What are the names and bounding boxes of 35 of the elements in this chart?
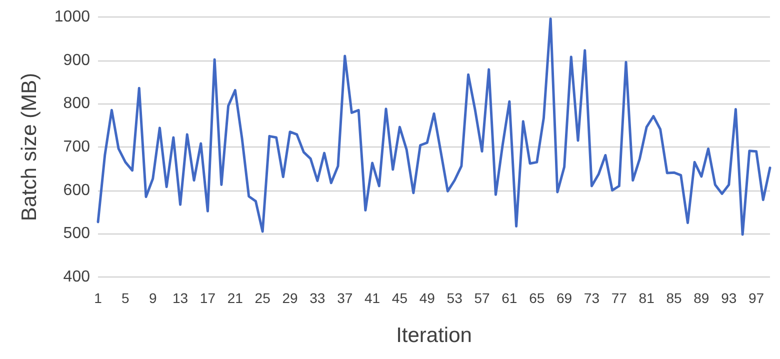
x-tick-label: 69 [556, 290, 572, 306]
x-tick-label: 29 [282, 290, 298, 306]
x-tick-label: 13 [172, 290, 188, 306]
x-tick-label: 37 [337, 290, 353, 306]
x-tick-label: 65 [529, 290, 545, 306]
x-tick-label: 93 [721, 290, 737, 306]
y-tick-label: 1000 [54, 8, 90, 26]
x-axis-title: Iteration [396, 324, 472, 347]
x-tick-label: 17 [200, 290, 216, 306]
line-series [96, 17, 772, 236]
x-tick-label: 21 [227, 290, 244, 306]
x-tick-label: 25 [254, 290, 271, 306]
y-tick-label: 700 [63, 138, 90, 156]
x-tick-label: 89 [694, 290, 710, 306]
x-tick-label: 85 [666, 290, 682, 306]
x-tick-label: 1 [94, 290, 102, 306]
x-tick-label: 41 [364, 290, 380, 306]
x-tick-label: 57 [474, 290, 490, 306]
x-tick-label: 81 [638, 290, 655, 306]
x-tick-label: 45 [392, 290, 408, 306]
y-tick-label: 500 [63, 225, 90, 242]
x-tick-label: 33 [310, 290, 326, 306]
y-tick-label: 400 [63, 268, 90, 286]
x-tick-label: 77 [611, 290, 628, 306]
x-tick-label: 53 [446, 290, 463, 306]
x-tick-label: 61 [502, 290, 518, 306]
y-tick-label: 600 [63, 182, 90, 199]
x-tick-label: 73 [584, 290, 600, 306]
y-tick-label: 900 [63, 52, 90, 69]
x-tick-label: 5 [122, 290, 130, 306]
x-tick-label: 49 [419, 290, 436, 306]
x-tick-label: 9 [148, 290, 157, 306]
y-tick-label: 800 [63, 95, 90, 112]
y-axis-title: Batch size (MB) [18, 72, 41, 222]
x-tick-label: 97 [748, 290, 764, 306]
